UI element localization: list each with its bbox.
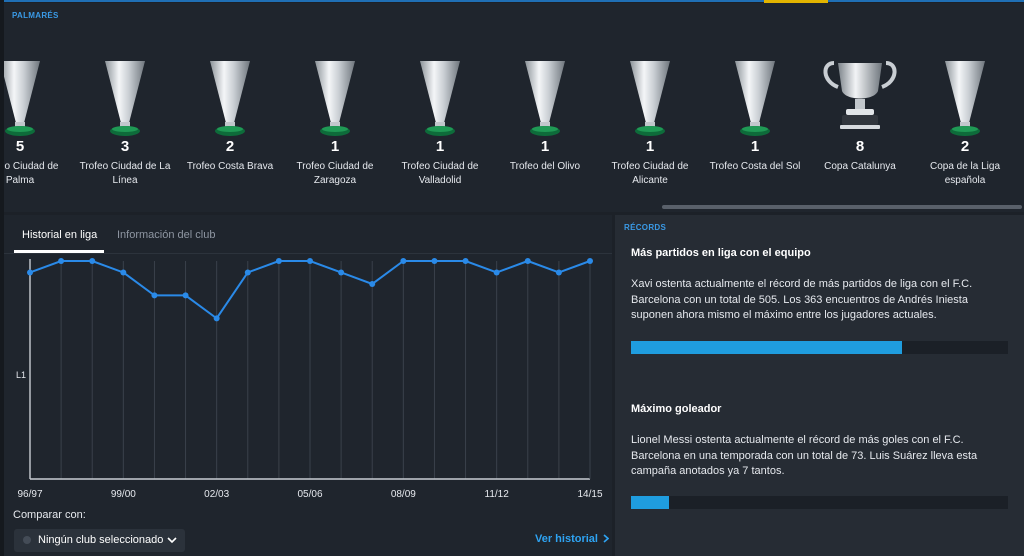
trophy-name: Trofeo del Olivo (509, 161, 581, 172)
tabs-divider (4, 253, 612, 254)
chart-x-tick-label: 96/97 (17, 489, 42, 500)
chart-point (338, 269, 345, 276)
chart-point (462, 258, 469, 264)
trophy-item[interactable]: 1 Trofeo Costa del Sol (707, 59, 803, 172)
record-progress-appearances (631, 341, 1008, 354)
cone-trophy-icon (77, 59, 173, 139)
record-title-top-scorer: Máximo goleador (631, 403, 722, 415)
trophy-count: 1 (645, 138, 655, 155)
tab-informacion-del-club[interactable]: Información del club (117, 229, 216, 241)
trophy-count: 1 (330, 138, 340, 155)
active-nav-indicator (764, 0, 828, 3)
record-text-top-scorer: Lionel Messi ostenta actualmente el réco… (631, 434, 978, 477)
trophy-item[interactable]: 1 Trofeo Ciudad de Zaragoza (287, 59, 383, 186)
cone-trophy-icon (4, 59, 68, 139)
record-progress-top-scorer (631, 496, 1008, 509)
trophy-count: 3 (120, 138, 130, 155)
compare-selected-value: Ningún club seleccionado (38, 534, 164, 546)
trophy-count: 1 (540, 138, 550, 155)
trophy-name: Trofeo Ciudad de Alicante (611, 161, 689, 186)
league-history-chart: L1 96/97 99/00 02/03 05/06 08/09 11/12 14/15 (16, 258, 603, 500)
compare-club-dropdown[interactable]: Ningún club seleccionado (14, 529, 185, 552)
chart-point (120, 269, 127, 276)
cone-trophy-icon (497, 59, 593, 139)
chart-x-tick-label: 11/12 (485, 489, 510, 500)
record-text-appearances: Xavi ostenta actualmente el récord de má… (631, 278, 973, 321)
records-title: RÉCORDS (624, 223, 667, 232)
trophy-name: Copa de la Liga española (929, 161, 1001, 186)
trophy-count: 8 (855, 138, 865, 155)
trophy-name: Trofeo Ciudad de Valladolid (401, 161, 479, 186)
trophy-item[interactable]: 1 Trofeo del Olivo (497, 59, 593, 172)
cone-trophy-icon (287, 59, 383, 139)
palmares-title: PALMARÉS (12, 11, 59, 20)
trophy-item[interactable]: 3 Trofeo Ciudad de La Línea (77, 59, 173, 186)
trophy-name: Trofeo Ciudad de Palma (4, 161, 59, 186)
trophy-name: Trofeo Costa Brava (186, 161, 274, 172)
trophy-item[interactable]: 8 Copa Catalunya (812, 57, 908, 172)
chart-point (244, 269, 251, 276)
chart-point (493, 269, 500, 276)
chart-y-tick-label: L1 (16, 370, 26, 380)
cone-trophy-icon (392, 59, 488, 139)
cone-trophy-icon (707, 59, 803, 139)
horizontal-scrollbar[interactable] (662, 205, 1022, 209)
trophy-count: 5 (15, 138, 25, 155)
chart-point (213, 315, 220, 322)
cup-trophy-icon (812, 57, 908, 137)
chart-x-tick-label: 14/15 (577, 489, 602, 500)
chart-point (182, 292, 189, 299)
chart-point (400, 258, 407, 264)
chevron-down-icon (167, 537, 177, 544)
trophy-name: Copa Catalunya (824, 161, 896, 172)
view-history-label: Ver historial (535, 533, 598, 545)
tab-historial-en-liga[interactable]: Historial en liga (22, 229, 98, 241)
chart-point (89, 258, 96, 264)
top-border (0, 0, 1024, 2)
trophy-item[interactable]: 1 Trofeo Ciudad de Alicante (602, 59, 698, 186)
trophy-count: 1 (750, 138, 760, 155)
left-edge (0, 0, 4, 556)
trophy-list: 5 Trofeo Ciudad de Palma 3 Trofeo Ciudad d… (4, 3, 1024, 212)
trophy-item[interactable]: 1 Trofeo Ciudad de Valladolid (392, 59, 488, 186)
trophy-item[interactable]: 5 Trofeo Ciudad de Palma (4, 59, 68, 186)
chart-point (369, 280, 376, 287)
view-history-link[interactable]: Ver historial (535, 533, 610, 545)
compare-label: Comparar con: (13, 509, 86, 521)
chart-point (27, 269, 33, 276)
chart-x-tick-label: 08/09 (391, 489, 416, 500)
cone-trophy-icon (182, 59, 278, 139)
chart-point (307, 258, 313, 264)
chart-point (58, 258, 65, 264)
record-progress-fill (631, 496, 669, 509)
chart-x-tick-label: 05/06 (297, 489, 322, 500)
chart-point (524, 258, 531, 264)
trophy-count: 1 (435, 138, 445, 155)
palmares-panel: PALMARÉS 5 Trofeo Ciudad de Palma 3 Trofeo… (4, 3, 1024, 212)
chart-point (275, 258, 282, 264)
chart-x-tick-label: 99/00 (111, 489, 136, 500)
trophy-name: Trofeo Ciudad de La Línea (79, 161, 171, 186)
record-progress-fill (631, 341, 903, 354)
trophy-name: Trofeo Ciudad de Zaragoza (296, 161, 374, 186)
trophy-count: 2 (225, 138, 235, 155)
trophy-item[interactable]: 2 Trofeo Costa Brava (182, 59, 278, 172)
cone-trophy-icon (602, 59, 698, 139)
chart-point (431, 258, 438, 264)
trophy-count: 2 (960, 138, 970, 155)
trophy-item[interactable]: 2 Copa de la Liga española (917, 59, 1013, 186)
chart-point (151, 292, 158, 299)
active-tab-indicator (14, 250, 104, 253)
history-panel (4, 215, 612, 556)
record-title-appearances: Más partidos en liga con el equipo (631, 247, 811, 259)
chart-x-tick-label: 02/03 (204, 489, 229, 500)
club-badge-placeholder-icon (23, 536, 31, 544)
cone-trophy-icon (917, 59, 1013, 139)
chart-point (587, 258, 593, 264)
trophy-name: Trofeo Costa del Sol (709, 161, 801, 172)
chart-point (555, 269, 562, 276)
chevron-right-icon (603, 534, 610, 543)
